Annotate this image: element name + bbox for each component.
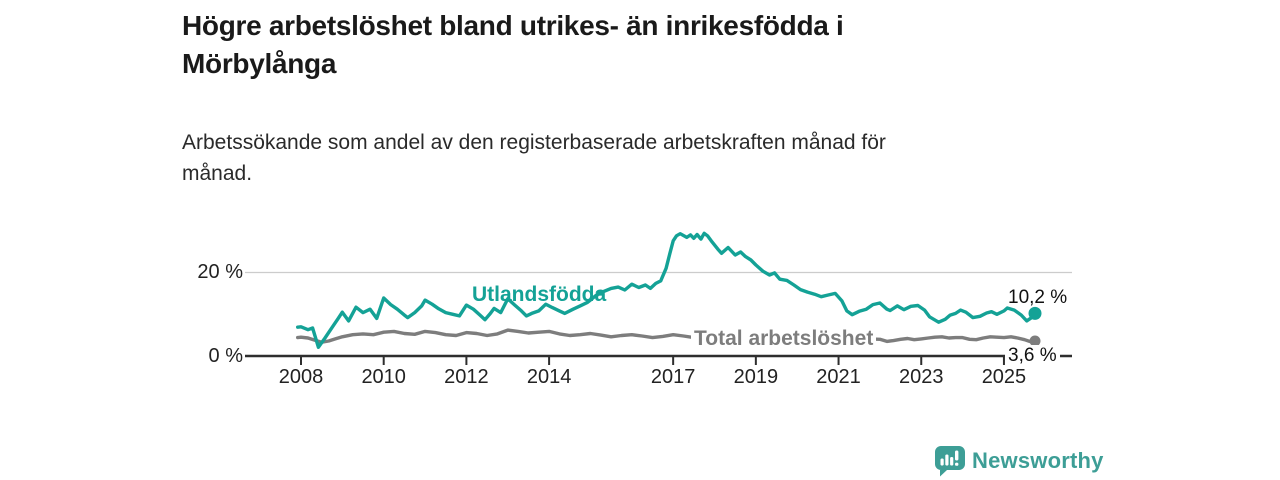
- series-label-total-arbetsloshet: Total arbetslöshet: [691, 326, 877, 352]
- x-axis-tick-label-2012: 2012: [444, 366, 489, 388]
- chart-title-line-1: Högre arbetslöshet bland utrikes- än inr…: [182, 10, 844, 41]
- chart-subtitle-line-2: månad.: [182, 162, 253, 185]
- chart-subtitle: Arbetssökande som andel av den registerb…: [182, 127, 1122, 189]
- chart-title-line-2: Mörbylånga: [182, 48, 337, 79]
- x-axis-tick-label-2008: 2008: [278, 366, 324, 388]
- chart-subtitle-line-1: Arbetssökande som andel av den registerb…: [182, 131, 886, 154]
- series-line-total-arbetsloshet: [295, 328, 1037, 344]
- end-dot-total-arbetsloshet: [1029, 335, 1041, 347]
- end-value-label-total: 3,6 %: [1005, 345, 1060, 367]
- series-label-utlandsfodda: Utlandsfödda: [472, 283, 607, 306]
- x-axis-tick-label-2010: 2010: [361, 366, 406, 388]
- x-axis-tick-label-2019: 2019: [733, 366, 779, 388]
- end-value-label-utlandsfodda: 10,2 %: [1008, 287, 1068, 308]
- newsworthy-logo-icon: [935, 446, 965, 477]
- x-axis-tick-label-2017: 2017: [650, 366, 696, 388]
- series-line-utlandsfodda: [295, 231, 1037, 349]
- y-axis-tick-label-0: 0 %: [208, 345, 243, 367]
- end-dot-utlandsfodda: [1028, 306, 1042, 320]
- x-axis-tick-label-2023: 2023: [899, 366, 944, 388]
- x-axis-tick-label-2025: 2025: [981, 366, 1027, 388]
- brand-name: Newsworthy: [972, 448, 1104, 473]
- y-axis-tick-label-20: 20 %: [197, 261, 243, 283]
- x-axis-tick-label-2021: 2021: [816, 366, 861, 388]
- x-axis-tick-label-2014: 2014: [526, 366, 572, 388]
- chart-title: Högre arbetslöshet bland utrikes- än inr…: [182, 7, 1122, 83]
